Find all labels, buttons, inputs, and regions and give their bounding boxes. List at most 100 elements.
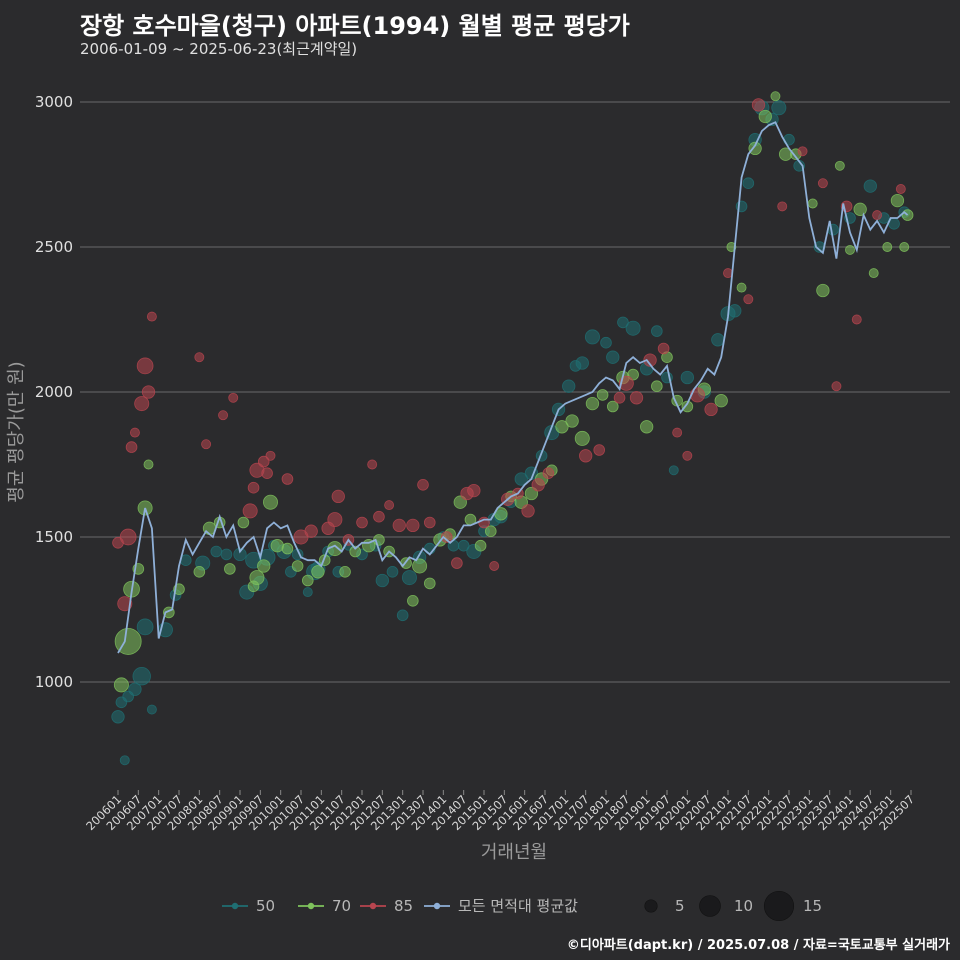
point-85 (831, 381, 842, 392)
point-50 (401, 570, 417, 586)
point-50 (111, 710, 125, 724)
point-70 (845, 244, 855, 255)
point-50 (220, 548, 233, 561)
point-70 (311, 565, 325, 579)
point-85 (373, 510, 385, 523)
point-70 (555, 420, 569, 434)
chart-title: 장항 호수마을(청구) 아파트(1994) 월별 평균 평당가 (80, 12, 630, 40)
point-85 (531, 478, 545, 492)
point-50 (771, 100, 787, 116)
point-70 (748, 141, 762, 156)
point-70 (237, 516, 250, 529)
point-85 (257, 455, 270, 468)
point-85 (467, 483, 481, 498)
point-50 (575, 356, 589, 370)
point-50 (386, 565, 399, 578)
point-85 (777, 201, 788, 212)
point-85 (242, 503, 258, 519)
point-85 (265, 450, 276, 461)
point-70 (882, 242, 893, 252)
point-85 (895, 184, 906, 194)
point-70 (565, 414, 579, 428)
point-70 (143, 459, 154, 470)
point-85 (704, 402, 718, 417)
point-70 (770, 91, 781, 102)
legend-size-circle (699, 895, 721, 917)
chart-subtitle: 2006-01-09 ~ 2025-06-23(최근계약일) (80, 40, 358, 58)
point-70 (681, 400, 694, 413)
average-line-group (117, 121, 909, 654)
point-85 (146, 311, 157, 322)
legend-size-label: 5 (675, 897, 685, 915)
point-50 (668, 465, 679, 476)
point-70 (291, 560, 304, 572)
point-70 (816, 283, 830, 298)
point-85 (643, 353, 657, 367)
point-85 (817, 178, 828, 189)
point-85 (331, 489, 345, 504)
point-70 (412, 558, 428, 574)
point-70 (853, 202, 867, 216)
legend-label: 85 (394, 897, 413, 915)
point-85 (440, 531, 453, 543)
point-85 (356, 516, 368, 529)
point-85 (690, 387, 706, 403)
grid-lines (80, 101, 950, 683)
legend-label: 70 (332, 897, 351, 915)
point-70 (423, 577, 436, 590)
point-70 (113, 677, 129, 693)
point-70 (281, 542, 294, 555)
point-85 (201, 439, 212, 450)
point-85 (117, 596, 133, 612)
point-85 (672, 427, 683, 438)
point-85 (451, 557, 463, 569)
point-50 (600, 336, 612, 349)
point-50 (651, 325, 663, 337)
point-85 (521, 504, 535, 518)
point-50 (514, 472, 528, 486)
y-tick-label: 3000 (35, 93, 73, 111)
legend: 50 70 85 모든 면적대 평균값 5 10 15 (222, 890, 822, 922)
point-70 (714, 394, 728, 408)
point-85 (134, 396, 150, 412)
point-50 (146, 704, 157, 715)
average-line (117, 121, 909, 654)
point-70 (596, 389, 609, 401)
point-85 (423, 516, 436, 529)
legend-key-dot (307, 902, 315, 910)
point-85 (542, 467, 555, 480)
point-70 (834, 160, 845, 171)
legend-size-label: 10 (734, 897, 753, 915)
point-70 (585, 396, 600, 411)
x-axis-title: 거래년월 (481, 842, 547, 863)
point-50 (562, 379, 576, 393)
point-85 (417, 478, 429, 491)
point-70 (868, 268, 879, 279)
point-85 (406, 518, 420, 533)
point-50 (606, 350, 620, 364)
x-axis-ticks: 2006012006072007012007072008012008072009… (83, 790, 917, 833)
point-70 (899, 242, 910, 252)
point-70 (736, 282, 747, 293)
point-50 (119, 755, 130, 766)
point-70 (890, 193, 905, 208)
point-50 (863, 179, 877, 193)
point-70 (807, 198, 818, 209)
scatter-points (111, 91, 914, 766)
point-85 (872, 210, 883, 221)
point-85 (392, 518, 406, 533)
point-85 (281, 473, 294, 485)
point-70 (524, 486, 539, 501)
point-70 (758, 109, 772, 124)
point-50 (210, 545, 223, 558)
point-50 (457, 539, 470, 552)
point-85 (657, 342, 670, 355)
point-85 (682, 450, 693, 461)
point-85 (218, 410, 229, 421)
point-70 (651, 380, 663, 393)
point-50 (625, 320, 641, 336)
point-85 (261, 467, 273, 480)
point-85 (613, 391, 626, 404)
point-70 (249, 570, 265, 586)
point-70 (901, 209, 914, 221)
